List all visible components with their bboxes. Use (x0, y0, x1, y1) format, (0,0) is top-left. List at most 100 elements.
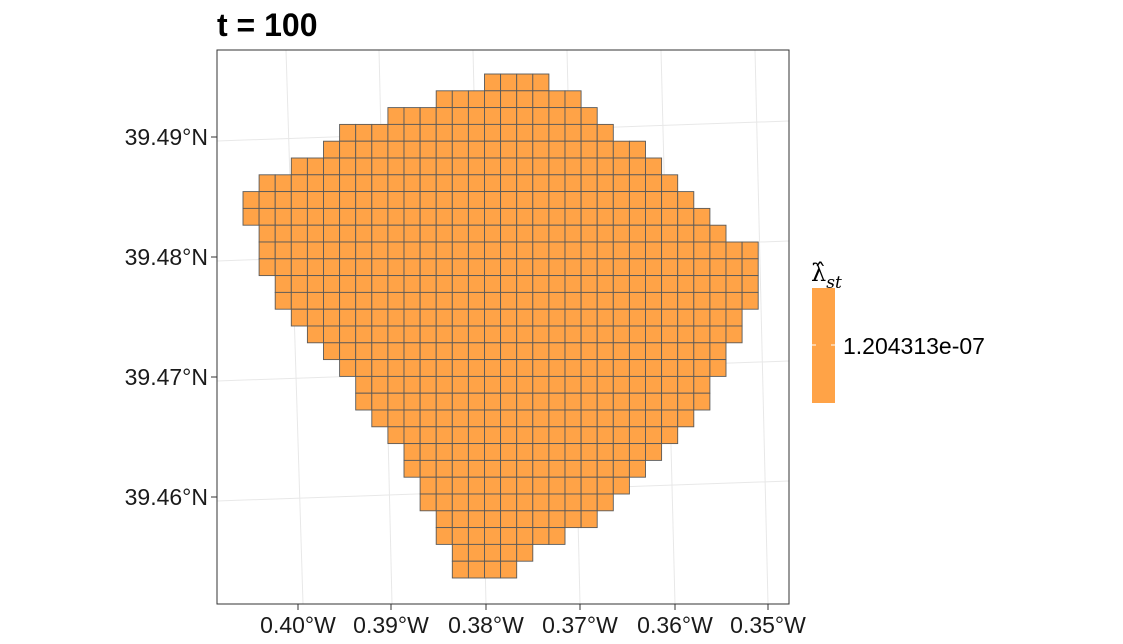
grid-cell (709, 342, 727, 361)
grid-cell (628, 426, 646, 445)
grid-cell (484, 90, 502, 109)
grid-cell (323, 258, 341, 277)
grid-cell (628, 224, 646, 243)
x-tick-label: 0.37°W (542, 612, 618, 638)
grid-cell (403, 409, 421, 428)
grid-cell (419, 174, 437, 193)
grid-cell (677, 325, 695, 344)
grid-cell (741, 258, 759, 277)
grid-cell (451, 157, 469, 176)
grid-cell (274, 275, 292, 293)
grid-cell (500, 560, 518, 579)
grid-cell (306, 325, 324, 344)
grid-cell (596, 140, 614, 159)
grid-cell (532, 107, 550, 125)
grid-cell (612, 359, 630, 377)
grid-cell (677, 409, 695, 428)
grid-cell (564, 191, 582, 209)
grid-cell (661, 426, 679, 445)
grid-cell (435, 443, 453, 461)
grid-cell (500, 476, 518, 495)
grid-cell (661, 275, 679, 293)
x-tick-label: 0.36°W (637, 612, 713, 638)
y-tick-label: 39.46°N (125, 484, 208, 510)
grid-cell (323, 342, 341, 361)
grid-cell (741, 291, 759, 310)
grid-cell (419, 476, 437, 495)
grid-cell (290, 275, 308, 293)
grid-cell (612, 443, 630, 461)
x-tick-label: 0.40°W (260, 612, 336, 638)
grid-cell (709, 258, 727, 277)
grid-cell (451, 443, 469, 461)
grid-cell (612, 224, 630, 243)
grid-cell (484, 443, 502, 461)
grid-cell (387, 409, 405, 428)
grid-cell (532, 342, 550, 361)
grid-cell (387, 174, 405, 193)
grid-cell (532, 73, 550, 92)
grid-cell (564, 90, 582, 109)
grid-cell (435, 140, 453, 159)
grid-cell (484, 241, 502, 260)
grid-cell (661, 325, 679, 344)
grid-cell (612, 409, 630, 428)
grid-cell (419, 241, 437, 260)
legend-title-symbol: λ̂ (811, 259, 826, 287)
grid-cell (516, 207, 534, 226)
grid-cell (516, 90, 534, 109)
x-tick-label: 0.39°W (353, 612, 429, 638)
grid-cell (484, 140, 502, 159)
grid-cell (435, 241, 453, 260)
grid-cell (532, 308, 550, 327)
grid-cell (451, 325, 469, 344)
grid-cell (709, 325, 727, 344)
grid-cell (693, 275, 711, 293)
grid-cell (451, 493, 469, 512)
grid-cell (290, 308, 308, 327)
grid-cell (274, 174, 292, 193)
grid-cell (290, 174, 308, 193)
grid-cell (612, 476, 630, 495)
grid-cell (580, 342, 598, 361)
grid-cell (596, 325, 614, 344)
grid-cell (516, 543, 534, 562)
grid-cell (693, 258, 711, 277)
grid-cell (532, 409, 550, 428)
grid-cell (580, 191, 598, 209)
grid-cell (628, 359, 646, 377)
grid-cell (435, 493, 453, 512)
grid-cell (371, 291, 389, 310)
grid-cell (467, 459, 485, 478)
grid-cell (677, 359, 695, 377)
legend-label: 1.204313e-07 (843, 333, 985, 359)
grid-cell (500, 325, 518, 344)
grid-cell (564, 258, 582, 277)
grid-cell (532, 140, 550, 159)
grid-cell (516, 359, 534, 377)
grid-cell (467, 258, 485, 277)
grid-cell (596, 359, 614, 377)
grid-cell (612, 342, 630, 361)
grid-cell (516, 157, 534, 176)
legend-title: λ̂st (811, 259, 842, 293)
grid-cell (435, 392, 453, 411)
grid-cell (548, 392, 566, 411)
grid-cell (484, 527, 502, 545)
grid-cell (355, 359, 373, 377)
grid-cell (628, 443, 646, 461)
grid-cell (435, 325, 453, 344)
grid-cell (451, 123, 469, 142)
plot-panel (216, 49, 790, 605)
grid-cell (435, 426, 453, 445)
grid-cell (516, 426, 534, 445)
grid-cell (323, 275, 341, 293)
grid-cell (516, 291, 534, 310)
grid-cell (355, 224, 373, 243)
grid-cell (677, 375, 695, 394)
grid-cell (548, 359, 566, 377)
grid-cell (548, 157, 566, 176)
grid-cell (532, 527, 550, 545)
grid-cell (484, 191, 502, 209)
